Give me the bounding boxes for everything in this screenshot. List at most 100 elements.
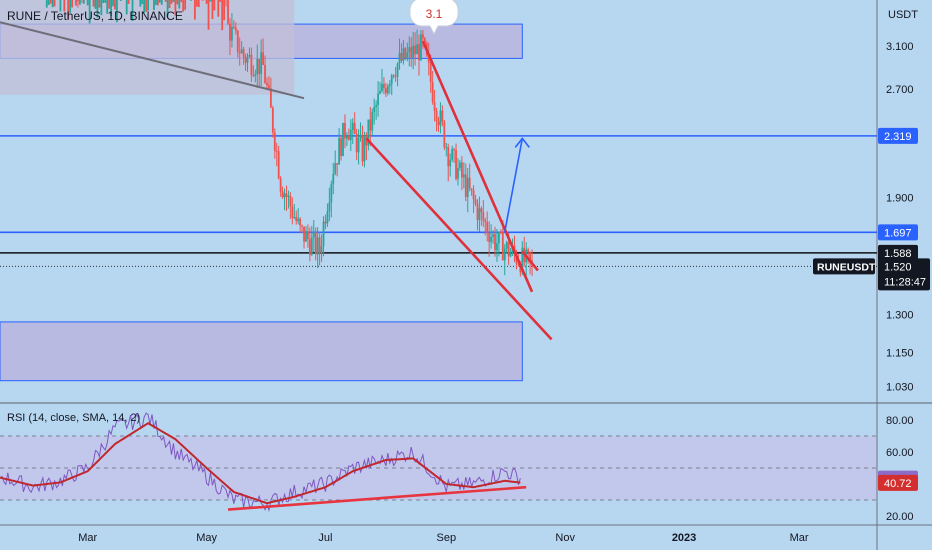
candle-body (476, 203, 479, 221)
symbol-badge-label: RUNEUSDT (817, 261, 876, 273)
candle-body (254, 74, 257, 76)
candle-body (390, 75, 393, 85)
candle-body (359, 135, 362, 139)
candle-body (373, 107, 376, 112)
time-tick-label: 2023 (672, 532, 696, 544)
candle-body (172, 0, 175, 2)
candle-body (180, 0, 183, 3)
annotation-bubble-text: 3.1 (426, 7, 443, 21)
trendline (421, 40, 534, 293)
candle-body (82, 0, 85, 4)
candle-body (353, 122, 356, 134)
candle-body (455, 150, 457, 179)
candle-body (164, 0, 167, 2)
rsi-tick-label: 60.00 (886, 447, 914, 459)
candle-body (474, 199, 477, 204)
rsi-ma-line (0, 422, 521, 505)
candle-body (45, 0, 48, 8)
candle-body (507, 242, 510, 257)
candle-body (231, 27, 233, 41)
candle-body (219, 0, 222, 2)
annotation-bubble (409, 0, 459, 36)
candle-body (47, 0, 50, 5)
price-tick-label: 1.300 (886, 310, 914, 322)
price-badge-label: 2.319 (884, 131, 912, 143)
candle-body (110, 0, 112, 16)
candle-body (427, 55, 430, 63)
candle-body (478, 208, 481, 221)
time-tick-label: May (196, 532, 217, 544)
candle-body (69, 0, 72, 13)
candle-body (342, 122, 344, 156)
candle-body (322, 221, 325, 247)
candle-body (371, 111, 374, 131)
candle-body (131, 0, 134, 21)
candle-body (462, 174, 465, 178)
candle-body (410, 47, 413, 58)
candle-body (320, 246, 323, 253)
candle-body (521, 247, 524, 273)
candle-body (86, 0, 89, 6)
candle-body (119, 0, 122, 1)
candle-body (127, 0, 130, 4)
rsi-badge-label: 40.72 (884, 478, 912, 490)
symbol-badge (813, 258, 875, 275)
candle-body (160, 0, 163, 5)
candle-body (244, 57, 247, 63)
candle-body (447, 147, 450, 167)
candle-body (59, 0, 62, 12)
candle-body (205, 0, 208, 4)
candle-body (484, 220, 487, 223)
candle-body (429, 62, 432, 83)
candle-body (328, 202, 331, 212)
candle-body (499, 231, 502, 233)
candle-body (437, 121, 440, 126)
candle-body (330, 184, 333, 203)
candle-body (414, 45, 417, 55)
candle-body (490, 236, 493, 243)
candle-body (176, 0, 179, 5)
candle-body (232, 27, 235, 29)
candle-body (416, 44, 418, 55)
candle-body (531, 260, 533, 262)
price-badge-label: 1.697 (884, 227, 912, 239)
candle-body (266, 82, 268, 86)
candle-body (166, 0, 169, 17)
candle-body (252, 74, 255, 76)
candle-body (308, 239, 311, 255)
candle-body (182, 0, 185, 12)
candle-body (472, 190, 475, 200)
candle-body (195, 0, 198, 7)
candle-body (365, 137, 368, 146)
price-tick-label: 2.700 (886, 84, 914, 96)
candle-body (344, 122, 346, 139)
candle-body (71, 0, 74, 8)
candle-body (213, 0, 216, 11)
candle-body (297, 218, 300, 222)
candle-body (207, 0, 210, 30)
candle-body (301, 225, 303, 227)
candle-body (310, 237, 313, 255)
candle-body (347, 136, 350, 141)
price-badge-current-value: 1.520 (884, 261, 912, 273)
candle-body (96, 0, 99, 18)
candle-body (141, 0, 144, 5)
candle-body (168, 0, 171, 9)
candle-body (460, 162, 463, 178)
candle-body (217, 0, 220, 17)
candle-body (466, 177, 469, 197)
candle-body (158, 0, 161, 3)
candle-body (145, 0, 148, 12)
candle-body (509, 252, 512, 257)
candle-body (275, 150, 278, 152)
candle-body (197, 0, 200, 8)
candle-body (470, 188, 473, 191)
candle-body (221, 0, 224, 31)
candle-body (79, 0, 81, 5)
candle-body (449, 159, 452, 167)
candle-body (324, 221, 327, 224)
candle-body (92, 0, 95, 7)
candle-body (349, 130, 352, 141)
candle-body (386, 86, 389, 94)
